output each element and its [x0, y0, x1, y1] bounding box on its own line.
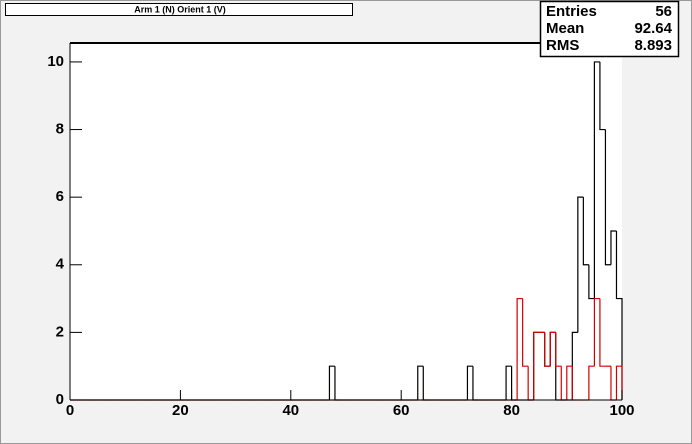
x-tick-label: 0	[66, 402, 74, 419]
bar	[588, 264, 595, 300]
bar	[522, 298, 529, 367]
bar	[604, 129, 611, 266]
y-tick-label: 4	[56, 256, 65, 273]
plot-area	[70, 43, 622, 400]
y-tick-label: 0	[56, 391, 64, 408]
y-tick-label: 10	[47, 53, 64, 70]
bar	[549, 331, 556, 367]
y-tick-label: 8	[56, 121, 64, 138]
bar	[328, 365, 335, 400]
x-tick-label: 40	[282, 402, 299, 419]
x-tick-label: 100	[609, 402, 634, 419]
stats-value: 92.64	[634, 20, 672, 37]
x-tick-label: 60	[393, 402, 410, 419]
bar	[544, 332, 551, 367]
bar	[588, 365, 595, 400]
stats-label: Entries	[546, 3, 597, 20]
stats-label: Mean	[546, 20, 584, 37]
bar	[577, 196, 584, 333]
y-tick-label: 2	[56, 323, 64, 340]
bar	[615, 365, 623, 400]
bar	[593, 61, 600, 299]
stats-label: RMS	[546, 37, 579, 54]
chart-title: Arm 1 (N) Orient 1 (V)	[134, 4, 226, 14]
bar	[533, 331, 540, 400]
bar	[599, 298, 606, 367]
bar	[505, 365, 512, 400]
bar	[599, 61, 606, 131]
bar	[555, 332, 562, 367]
bar	[516, 297, 523, 400]
bar	[615, 230, 623, 400]
stats-box	[539, 0, 680, 58]
bar	[582, 197, 589, 266]
stats-value: 8.893	[634, 37, 672, 54]
bar	[610, 230, 617, 265]
x-tick-label: 80	[503, 402, 520, 419]
title-box	[5, 3, 353, 16]
x-tick-label: 20	[172, 402, 189, 419]
stats-value: 56	[655, 3, 672, 20]
bar	[593, 297, 600, 367]
bar	[466, 365, 473, 400]
bar	[566, 365, 573, 400]
bar	[417, 365, 424, 400]
y-tick-label: 6	[56, 188, 64, 205]
